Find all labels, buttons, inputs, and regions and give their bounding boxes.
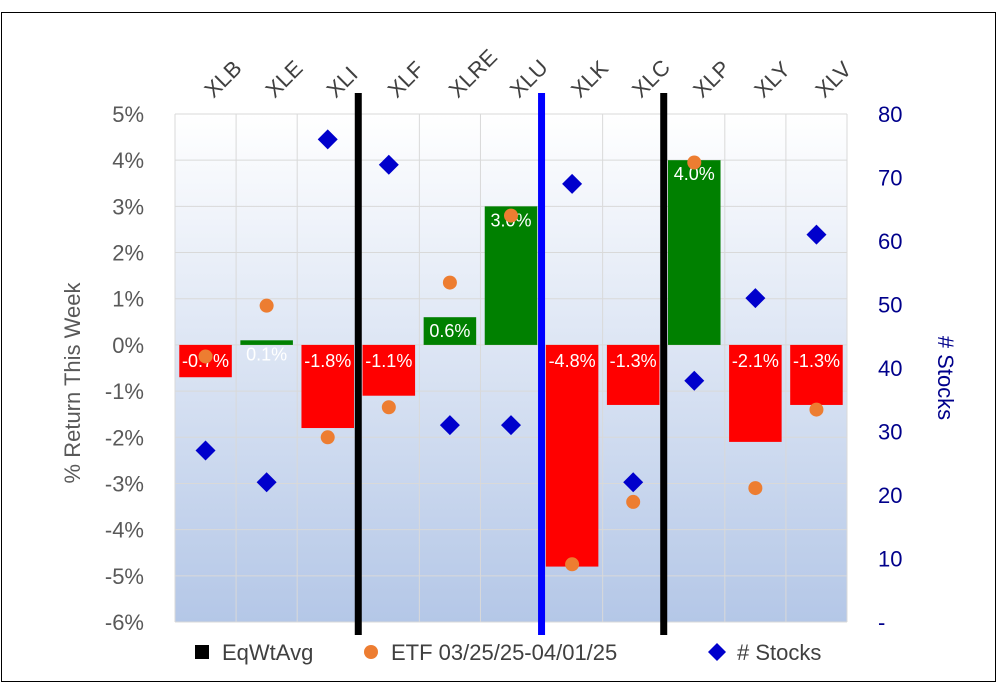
left-axis-title: % Return This Week	[60, 282, 85, 484]
category-label-xlp: XLP	[688, 55, 735, 102]
legend-swatch-stocks	[708, 643, 726, 661]
left-tick-label: 0%	[112, 333, 144, 358]
category-label-xlre: XLRE	[444, 44, 502, 102]
stock-count-diamond-xlf	[378, 154, 399, 175]
right-tick-label: -	[878, 610, 885, 635]
stock-count-diamond-xlp	[684, 370, 705, 391]
etf-dot-xlk	[565, 557, 580, 572]
legend-label: # Stocks	[737, 640, 821, 665]
bar-xlre	[423, 317, 477, 345]
left-tick-label: 5%	[112, 102, 144, 127]
category-label-xlb: XLB	[199, 55, 246, 102]
data-label-xlk: -4.8%	[549, 351, 596, 371]
stock-count-diamond-xlk	[562, 173, 583, 194]
data-label-xlp: 4.0%	[674, 164, 715, 184]
group-separators	[354, 93, 668, 635]
category-label-xle: XLE	[260, 55, 307, 102]
bar-series	[179, 160, 843, 567]
left-axis-ticks: 5% 4% 3% 2% 1% 0% -1% -2% -3% -4% -5% -6%	[105, 102, 144, 635]
etf-dot-xlb	[198, 349, 213, 364]
etf-dot-xlv	[809, 402, 824, 417]
right-tick-label: 80	[878, 102, 902, 127]
stock-count-diamond-xlu	[501, 415, 521, 436]
left-tick-label: -6%	[105, 610, 144, 635]
legend-label: EqWtAvg	[222, 640, 313, 665]
right-tick-label: 30	[878, 420, 902, 445]
data-label-xlv: -1.3%	[793, 351, 840, 371]
chart-frame: -0.7%0.1%-1.8%-1.1%0.6%3.0%-4.8%-1.3%4.0…	[1, 12, 996, 682]
bar-xlv	[790, 344, 843, 405]
left-tick-label: -4%	[105, 518, 144, 543]
data-label-xly: -2.1%	[732, 351, 779, 371]
right-tick-label: 40	[878, 356, 902, 381]
etf-dot-xli	[320, 430, 335, 445]
category-label-xlk: XLK	[566, 55, 613, 102]
etf-dot-xle	[259, 298, 274, 313]
bar-xlc	[606, 344, 660, 405]
left-tick-label: 3%	[112, 194, 144, 219]
etf-dot-xly	[748, 481, 763, 496]
legend: EqWtAvg ETF 03/25/25-04/01/25 # Stocks	[195, 640, 821, 665]
left-tick-label: 2%	[112, 241, 144, 266]
bar-xle	[240, 340, 293, 345]
left-tick-label: -5%	[105, 564, 144, 589]
right-axis-title: # Stocks	[933, 336, 958, 420]
right-tick-label: 70	[878, 166, 902, 191]
legend-label: ETF 03/25/25-04/01/25	[391, 640, 617, 665]
stock-count-diamond-xle	[256, 472, 277, 493]
data-label-xle: 0.1%	[246, 344, 287, 364]
stock-count-series	[195, 129, 827, 493]
etf-dot-xlp	[687, 155, 702, 170]
category-label-xlv: XLV	[810, 56, 856, 102]
category-labels: XLB XLE XLI XLF XLRE XLU XLK XLC XLP XLY XLV	[199, 44, 856, 102]
bar-xlp	[668, 160, 721, 345]
right-tick-label: 20	[878, 483, 902, 508]
data-label-xli: -1.8%	[304, 351, 351, 371]
data-label-xlf: -1.1%	[365, 351, 412, 371]
left-tick-label: -1%	[105, 379, 144, 404]
left-tick-label: -3%	[105, 471, 144, 496]
chart-canvas: -0.7%0.1%-1.8%-1.1%0.6%3.0%-4.8%-1.3%4.0…	[60, 44, 958, 665]
right-axis-ticks: 80 70 60 50 40 30 20 10 -	[878, 102, 902, 635]
category-label-xly: XLY	[749, 56, 795, 102]
bar-xlk	[545, 344, 599, 567]
right-tick-label: 10	[878, 547, 902, 572]
stock-count-diamond-xlre	[439, 415, 460, 436]
right-tick-label: 50	[878, 293, 902, 318]
category-label-xlc: XLC	[627, 55, 675, 103]
gridlines	[174, 113, 848, 623]
right-tick-label: 60	[878, 229, 902, 254]
category-label-xlf: XLF	[383, 56, 429, 102]
data-label-xlre: 0.6%	[429, 321, 470, 341]
bar-xlf	[362, 344, 416, 396]
stock-count-diamond-xli	[317, 129, 338, 150]
etf-dot-xlu	[504, 208, 518, 223]
etf-dot-xlf	[381, 400, 396, 415]
category-label-xlu: XLU	[505, 55, 553, 103]
left-tick-label: 1%	[112, 287, 144, 312]
etf-dot-xlre	[442, 275, 457, 290]
legend-swatch-eqwtavg	[195, 645, 209, 659]
stock-count-diamond-xly	[745, 288, 766, 309]
bar-xly	[729, 344, 782, 442]
data-label-xlc: -1.3%	[610, 351, 657, 371]
left-tick-label: -2%	[105, 425, 144, 450]
left-tick-label: 4%	[112, 148, 144, 173]
bar-xli	[301, 344, 354, 429]
stock-count-diamond-xlv	[806, 224, 827, 245]
bar-xlu	[484, 206, 538, 345]
etf-dot-series	[198, 155, 824, 572]
legend-swatch-etf	[364, 645, 378, 659]
stock-count-diamond-xlc	[623, 472, 644, 493]
stock-count-diamond-xlb	[195, 440, 216, 461]
etf-dot-xlc	[626, 494, 641, 509]
